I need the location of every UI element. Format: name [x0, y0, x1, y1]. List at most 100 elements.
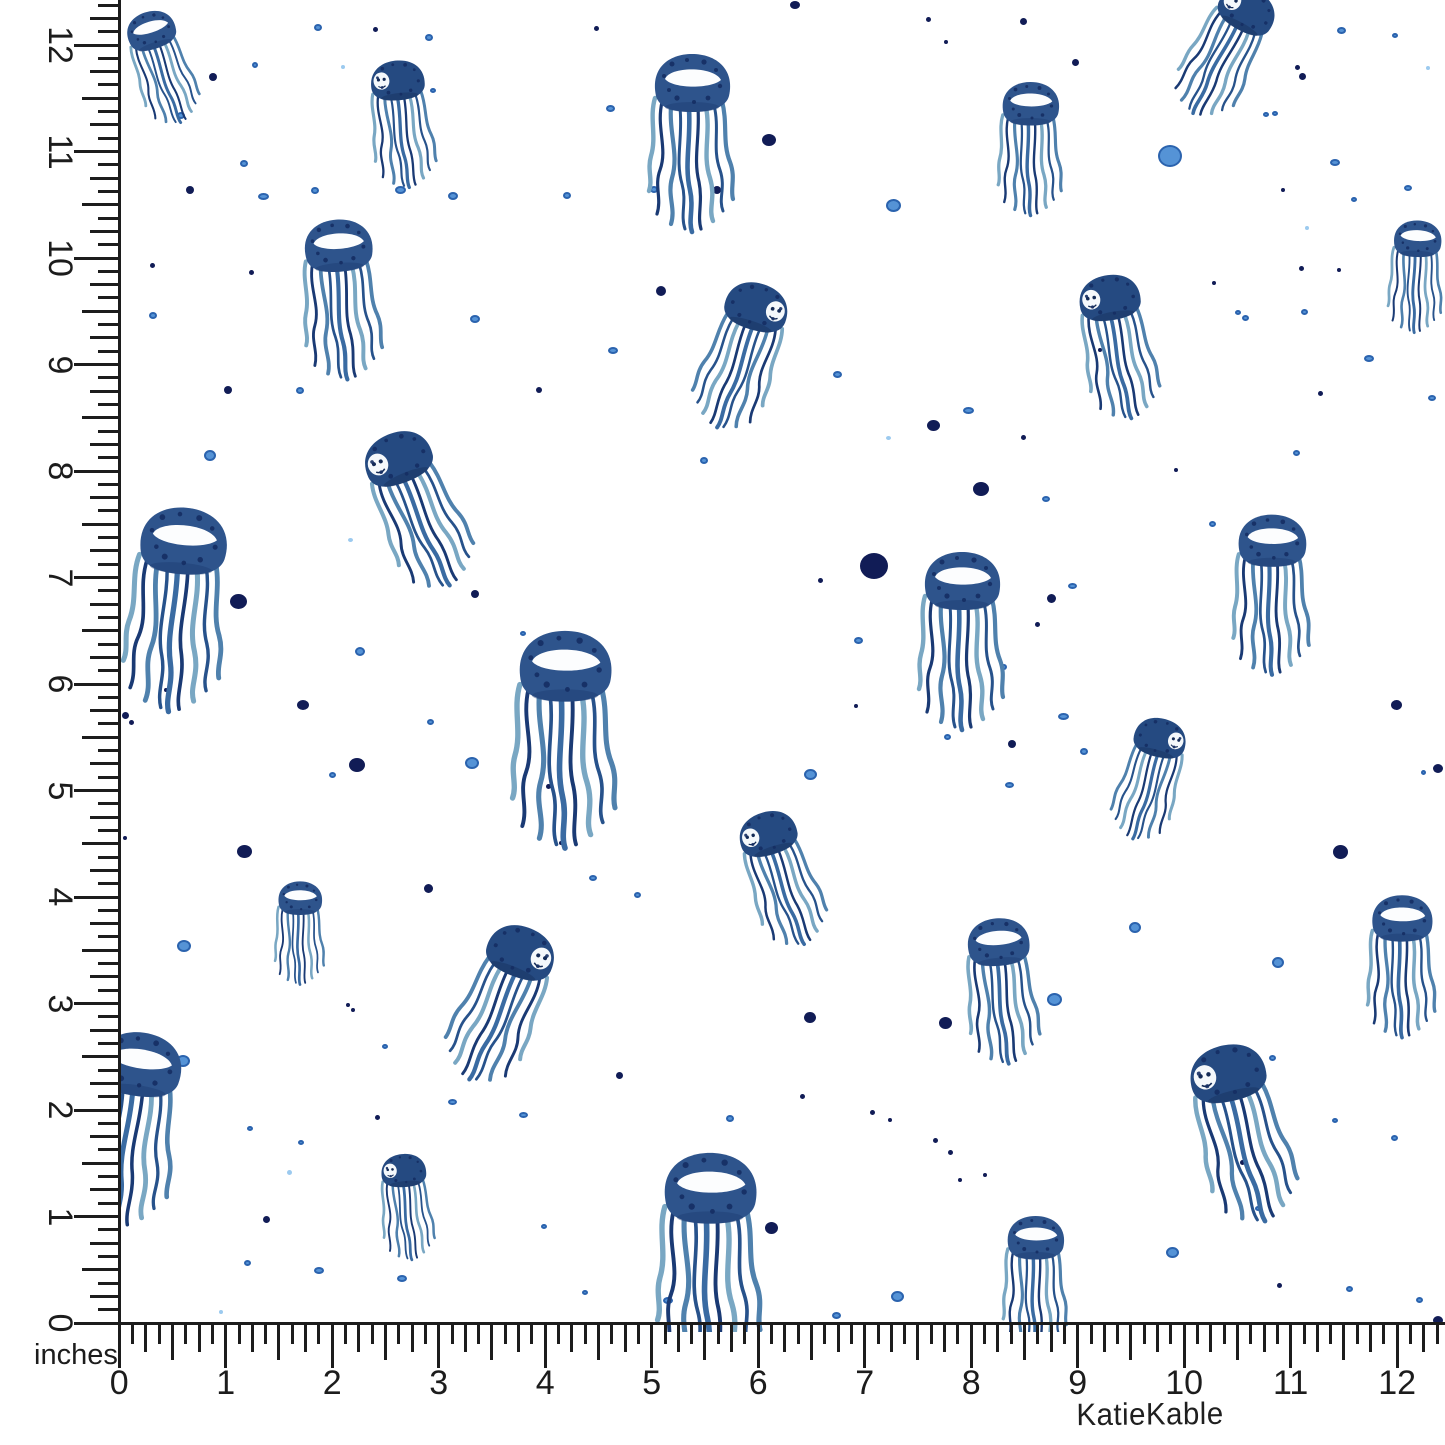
- bottom-ruler-tick: [1089, 1323, 1093, 1344]
- watercolor-bubble-dot: [149, 311, 157, 319]
- bottom-ruler-tick: [1062, 1323, 1066, 1344]
- bottom-ruler-tick: [157, 1323, 161, 1344]
- left-ruler-tick: [90, 496, 120, 500]
- bottom-ruler-tick: [783, 1323, 787, 1352]
- watercolor-bubble-dot: [1158, 145, 1182, 167]
- left-ruler-tick: [74, 576, 120, 579]
- watercolor-bubble-dot: [243, 1260, 251, 1266]
- bottom-ruler-number: 3: [429, 1364, 449, 1402]
- jellyfish-motif: [344, 412, 493, 604]
- jellyfish-motif: [1171, 1029, 1316, 1237]
- bottom-ruler-tick: [770, 1323, 773, 1344]
- ink-splatter-dot: [1390, 700, 1402, 710]
- bottom-ruler-tick: [1409, 1323, 1412, 1344]
- ink-splatter-dot: [925, 16, 931, 22]
- left-ruler-tick: [74, 1108, 120, 1112]
- left-ruler-tick: [98, 695, 120, 699]
- watercolor-bubble-dot: [1404, 185, 1412, 191]
- bottom-ruler-tick: [1076, 1323, 1080, 1368]
- jellyfish-motif: [372, 1148, 441, 1264]
- ink-splatter-dot: [297, 700, 309, 710]
- bottom-ruler-tick: [1182, 1323, 1186, 1368]
- watercolor-bubble-dot: [700, 456, 708, 464]
- watercolor-bubble-dot: [853, 636, 863, 644]
- watercolor-bubble-dot: [1268, 1055, 1276, 1061]
- left-ruler-tick: [74, 256, 120, 260]
- ink-splatter-dot: [123, 836, 127, 840]
- bottom-ruler-tick: [583, 1323, 587, 1344]
- watercolor-bubble-dot: [328, 772, 336, 778]
- left-ruler-tick: [90, 442, 120, 446]
- watercolor-bubble-dot: [1208, 521, 1216, 527]
- bottom-ruler-tick: [1116, 1323, 1120, 1344]
- left-ruler-tick: [98, 136, 120, 140]
- left-ruler-tick: [82, 842, 120, 846]
- watercolor-bubble-dot: [832, 370, 842, 378]
- watercolor-bubble-dot: [1390, 1135, 1398, 1141]
- left-ruler-tick: [98, 83, 120, 87]
- watercolor-bubble-dot: [1057, 712, 1069, 720]
- watercolor-bubble-dot: [286, 1169, 292, 1175]
- bottom-ruler-tick: [490, 1323, 494, 1360]
- bottom-ruler-tick: [903, 1323, 907, 1344]
- bottom-ruler-tick: [1275, 1323, 1279, 1344]
- left-ruler-tick: [98, 163, 120, 167]
- left-ruler-tick: [98, 3, 120, 7]
- left-ruler-tick: [98, 482, 120, 486]
- left-ruler-tick: [74, 1215, 120, 1218]
- ink-splatter-dot: [1020, 434, 1026, 440]
- left-ruler-tick: [98, 429, 120, 433]
- left-ruler-tick: [82, 735, 120, 739]
- ink-splatter-dot: [764, 1222, 778, 1234]
- ink-splatter-dot: [236, 844, 252, 858]
- bottom-ruler-tick: [317, 1323, 321, 1344]
- bottom-ruler-tick: [357, 1323, 361, 1352]
- left-ruler-tick: [98, 1148, 120, 1152]
- bottom-ruler-tick: [1369, 1323, 1373, 1352]
- left-ruler-tick: [98, 988, 120, 992]
- bottom-ruler-tick: [743, 1323, 747, 1344]
- jellyfish-motif: [649, 1148, 771, 1374]
- bottom-ruler-tick: [224, 1323, 228, 1368]
- left-ruler-tick: [90, 1294, 120, 1298]
- ink-splatter-dot: [926, 419, 940, 431]
- bottom-ruler-tick: [330, 1323, 334, 1368]
- watercolor-bubble-dot: [1004, 782, 1014, 788]
- bottom-ruler-number: 4: [535, 1364, 555, 1402]
- left-ruler-number: 12: [41, 26, 79, 64]
- ink-splatter-dot: [1071, 58, 1079, 66]
- left-ruler-tick: [90, 1241, 120, 1245]
- left-ruler-tick: [90, 1081, 120, 1085]
- left-ruler-number: 8: [41, 461, 79, 481]
- watercolor-bubble-dot: [1042, 496, 1050, 502]
- bottom-ruler-tick: [1302, 1323, 1306, 1344]
- left-ruler-tick: [74, 150, 120, 153]
- bottom-ruler-tick: [703, 1323, 707, 1360]
- left-ruler-tick: [90, 389, 120, 393]
- bottom-ruler-tick: [277, 1323, 281, 1360]
- watercolor-bubble-dot: [448, 192, 458, 200]
- bottom-ruler-number: 6: [748, 1364, 768, 1402]
- left-ruler-tick: [98, 269, 120, 273]
- left-ruler-tick: [98, 456, 120, 460]
- watercolor-bubble-dot: [1428, 395, 1436, 401]
- bottom-ruler-tick: [730, 1323, 734, 1352]
- left-ruler-tick: [74, 789, 120, 792]
- watercolor-bubble-dot: [219, 1310, 223, 1314]
- left-ruler-tick: [82, 96, 120, 100]
- left-ruler-tick: [98, 110, 120, 114]
- ink-splatter-dot: [349, 758, 365, 772]
- ink-splatter-dot: [1332, 845, 1348, 859]
- left-ruler-number: 11: [41, 133, 79, 170]
- ink-splatter-dot: [1317, 390, 1323, 396]
- bottom-ruler-tick: [290, 1323, 294, 1344]
- left-ruler-tick: [98, 1254, 120, 1258]
- jellyfish-motif: [504, 626, 626, 852]
- bottom-ruler-tick: [344, 1323, 347, 1344]
- left-ruler-tick: [74, 682, 120, 686]
- left-ruler-tick: [98, 828, 120, 832]
- ink-splatter-dot: [938, 1017, 952, 1029]
- left-ruler-tick: [82, 948, 120, 952]
- watercolor-bubble-dot: [1272, 110, 1278, 116]
- ink-splatter-dot: [817, 577, 823, 583]
